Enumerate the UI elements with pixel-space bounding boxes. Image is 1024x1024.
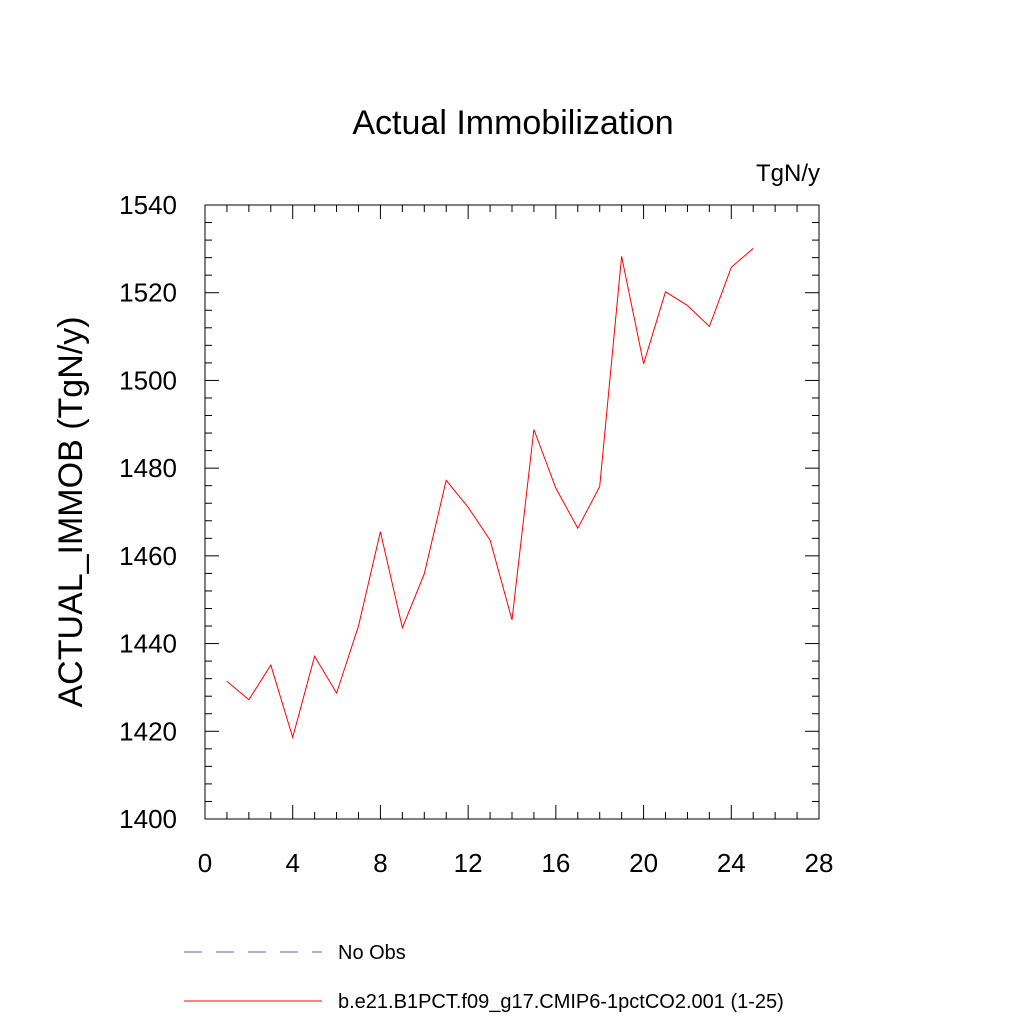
axis-ticks bbox=[204, 204, 820, 820]
x-tick-label: 12 bbox=[454, 848, 483, 878]
y-tick-label: 1540 bbox=[119, 190, 177, 220]
units-label: TgN/y bbox=[756, 160, 820, 187]
plot-frame bbox=[204, 204, 820, 820]
x-tick-label: 0 bbox=[198, 848, 212, 878]
x-tick-label: 4 bbox=[285, 848, 299, 878]
x-tick-label: 24 bbox=[717, 848, 746, 878]
y-tick-label: 1400 bbox=[119, 804, 177, 834]
x-tick-label: 20 bbox=[629, 848, 658, 878]
series-line bbox=[226, 248, 754, 740]
y-axis-label: ACTUAL_IMMOB (TgN/y) bbox=[52, 316, 90, 707]
x-tick-label: 28 bbox=[805, 848, 834, 878]
y-tick-label: 1520 bbox=[119, 278, 177, 308]
y-tick-label: 1460 bbox=[119, 541, 177, 571]
x-tick-label: 8 bbox=[373, 848, 387, 878]
x-tick-label: 16 bbox=[541, 848, 570, 878]
y-tick-label: 1440 bbox=[119, 629, 177, 659]
chart-title: Actual Immobilization bbox=[352, 104, 673, 142]
y-tick-label: 1480 bbox=[119, 453, 177, 483]
y-tick-label: 1420 bbox=[119, 716, 177, 746]
y-tick-label: 1500 bbox=[119, 365, 177, 395]
axis-tick-labels: 0 4 8 12 16 20 24 28 1400 1420 1440 1460 1480 1500 152… bbox=[119, 190, 833, 878]
data-series bbox=[226, 248, 754, 740]
legend-label: No Obs bbox=[338, 942, 406, 964]
legend: No Obs b.e21.B1PCT.f09_g17.CMIP6-1pctCO2.… bbox=[184, 942, 784, 1013]
legend-label: b.e21.B1PCT.f09_g17.CMIP6-1pctCO2.001 (1… bbox=[338, 991, 784, 1013]
